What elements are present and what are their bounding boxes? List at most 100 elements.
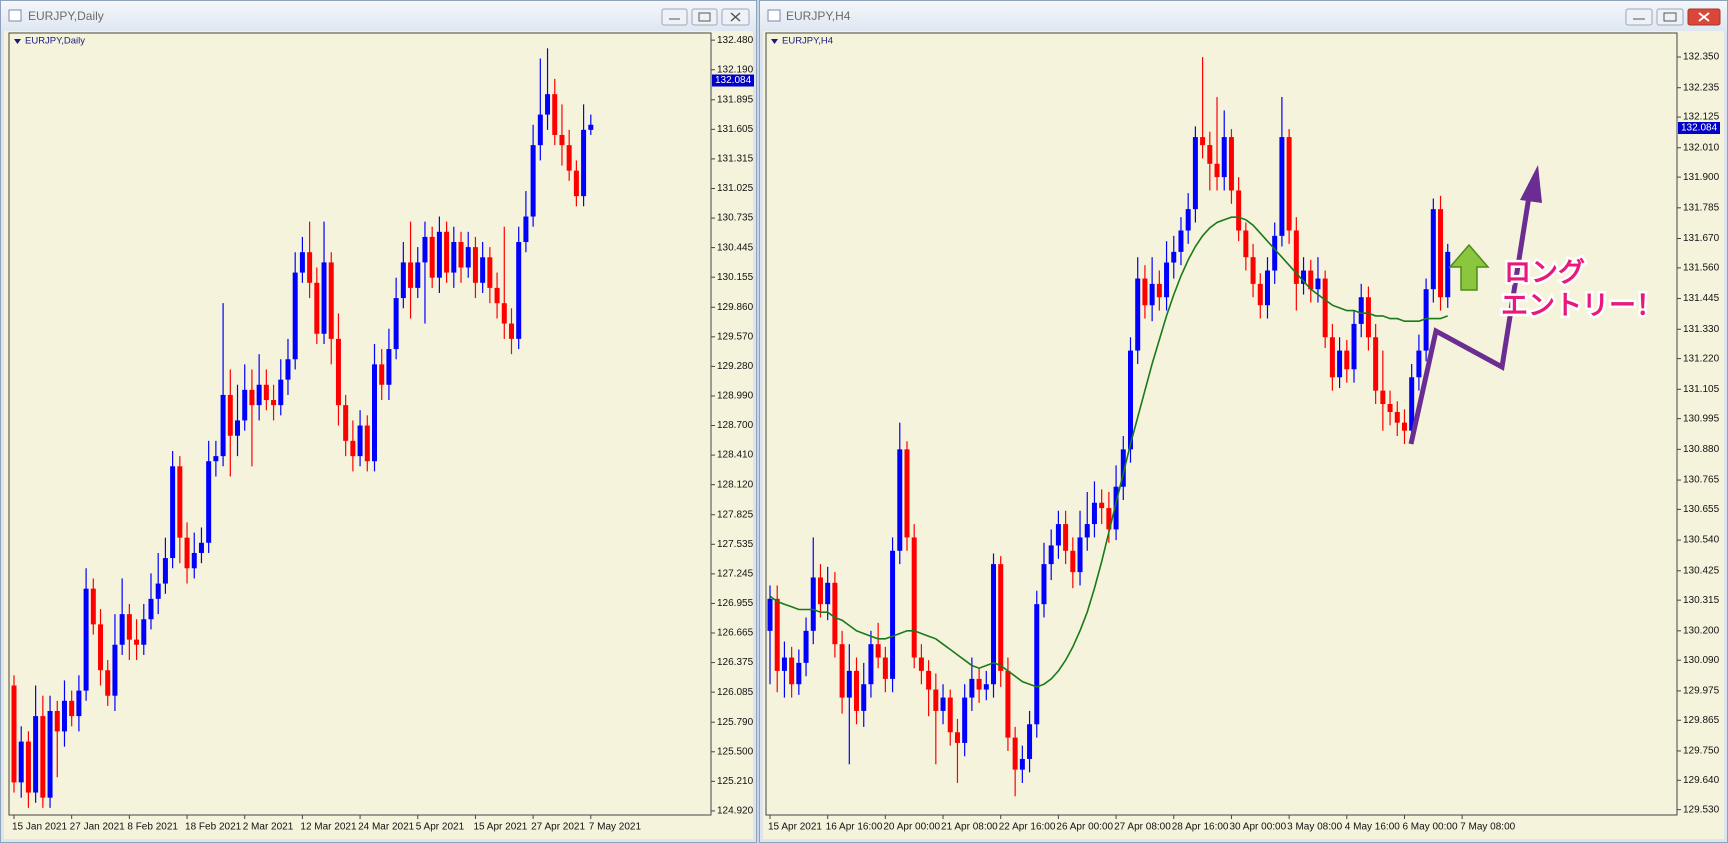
y-tick-label: 132.190: [717, 64, 754, 75]
minimize-button[interactable]: [1625, 8, 1653, 26]
candle-body: [299, 252, 305, 273]
y-tick-label: 130.200: [1683, 625, 1720, 636]
candle-body: [1315, 278, 1321, 290]
candle-body: [98, 624, 104, 671]
candle-body: [263, 384, 269, 401]
y-tick-label: 129.280: [717, 361, 754, 372]
chart-background: [4, 31, 753, 839]
x-tick-label: 30 Apr 00:00: [1229, 822, 1286, 833]
candle-body: [1329, 337, 1335, 378]
current-price-label: 132.084: [1681, 123, 1718, 134]
axes: 132.350 132.235 132.125 132.010 131.900 131.7…: [768, 52, 1720, 833]
y-tick-label: 131.900: [1683, 172, 1720, 183]
candle-body: [954, 732, 960, 743]
candle-body: [991, 564, 997, 685]
y-tick-label: 126.955: [717, 598, 754, 609]
x-tick-label: 7 May 2021: [589, 822, 642, 833]
candle-body: [1401, 422, 1407, 431]
x-tick-label: 21 Apr 08:00: [941, 822, 998, 833]
candle-body: [69, 700, 75, 717]
y-tick-label: 130.880: [1683, 444, 1720, 455]
y-tick-label: 125.210: [717, 776, 754, 787]
candle-body: [1430, 209, 1436, 290]
symbol-menu-icon[interactable]: [771, 39, 778, 44]
candle-body: [969, 678, 975, 698]
candle-body: [54, 711, 60, 732]
trend-arrow: [1408, 189, 1533, 445]
candle-body: [271, 400, 277, 406]
candle-body: [1106, 508, 1112, 530]
candle-body: [1156, 283, 1162, 298]
candle-body: [1171, 251, 1177, 263]
candle-body: [249, 389, 255, 406]
candle-body: [235, 420, 241, 436]
candle-body: [134, 639, 140, 645]
restore-button[interactable]: [1656, 8, 1684, 26]
candle-body: [1005, 670, 1011, 738]
candle-body: [227, 394, 233, 436]
candle-body: [854, 670, 860, 711]
candle-body: [926, 670, 932, 690]
y-tick-label: 130.995: [1683, 413, 1720, 424]
candle-body: [1178, 230, 1184, 252]
x-tick-label: 15 Jan 2021: [12, 822, 67, 833]
x-tick-label: 7 May 08:00: [1460, 822, 1515, 833]
x-tick-label: 15 Apr 2021: [473, 822, 527, 833]
candle-body: [177, 466, 183, 538]
x-tick-label: 27 Apr 08:00: [1114, 822, 1171, 833]
y-tick-label: 129.640: [1683, 775, 1720, 786]
annotation: エントリー！: [1501, 291, 1663, 322]
minimize-button[interactable]: [661, 8, 688, 26]
candle-body: [1135, 278, 1141, 351]
candle-body: [1041, 564, 1047, 605]
candle-body: [1394, 411, 1400, 423]
candle-body: [1373, 337, 1379, 391]
candle-body: [940, 697, 946, 711]
candle-body: [220, 394, 226, 457]
y-tick-label: 129.530: [1683, 804, 1720, 815]
candle-body: [1257, 283, 1263, 306]
candle-body: [1416, 350, 1422, 378]
candle-body: [904, 449, 910, 538]
candle-body: [516, 242, 522, 339]
candle-body: [1243, 230, 1249, 258]
candle-body: [1423, 289, 1429, 351]
candle-body: [11, 685, 17, 783]
candle-body: [1293, 230, 1299, 284]
candle-body: [882, 657, 888, 679]
candle-body: [767, 598, 773, 631]
y-tick-label: 126.085: [717, 687, 754, 698]
candle-body: [1228, 137, 1234, 191]
y-tick-label: 131.785: [1683, 202, 1720, 213]
candle-body: [1019, 758, 1025, 770]
symbol-menu-icon[interactable]: [14, 39, 21, 44]
y-tick-label: 126.665: [717, 628, 754, 639]
restore-button[interactable]: [691, 8, 718, 26]
candle-body: [1164, 262, 1170, 298]
candle-body: [1214, 163, 1220, 178]
candle-body: [1272, 235, 1278, 271]
candle-body: [126, 614, 132, 640]
candle-body: [335, 338, 341, 406]
x-tick-label: 16 Apr 16:00: [826, 822, 883, 833]
plot: [767, 57, 1451, 797]
window-title: EURJPY,H4: [786, 9, 851, 23]
y-tick-label: 131.330: [1683, 324, 1720, 335]
y-tick-label: 132.235: [1683, 82, 1720, 93]
candle-body: [1301, 270, 1307, 284]
candle-body: [1149, 283, 1155, 306]
candle-body: [278, 379, 284, 406]
x-tick-label: 8 Feb 2021: [127, 822, 178, 833]
x-tick-label: 20 Apr 00:00: [883, 822, 940, 833]
x-tick-label: 2 Mar 2021: [243, 822, 294, 833]
candle-body: [408, 262, 414, 288]
candle-body: [285, 359, 291, 380]
candle-body: [552, 94, 558, 135]
candle-body: [573, 170, 579, 197]
candle-body: [436, 231, 442, 278]
candle-body: [90, 588, 96, 625]
candle-body: [1365, 297, 1371, 338]
candle-body: [112, 644, 118, 696]
candle-body: [890, 550, 896, 679]
y-tick-label: 132.350: [1683, 52, 1720, 63]
